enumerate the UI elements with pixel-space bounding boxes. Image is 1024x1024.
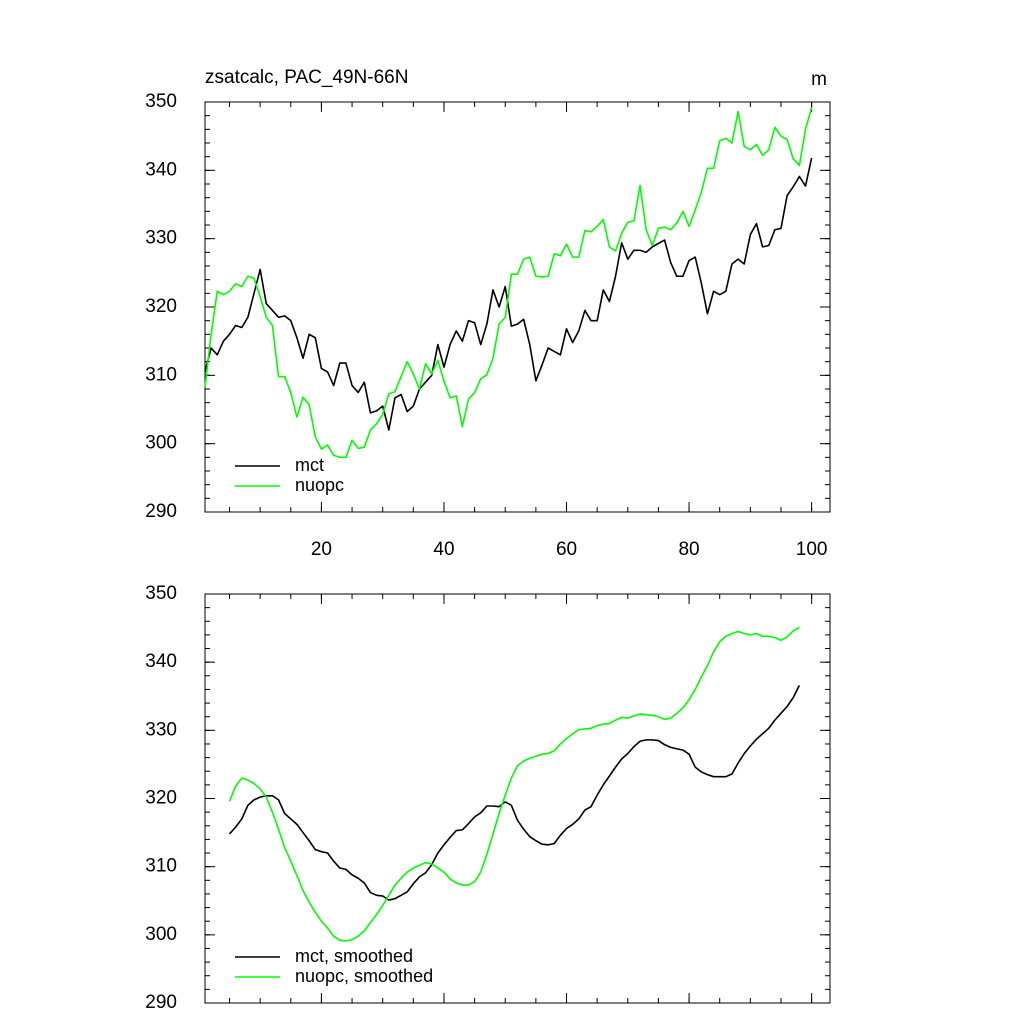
y-tick-label: 290 — [145, 992, 177, 1013]
x-tick-label: 100 — [796, 539, 828, 560]
y-tick-label: 340 — [145, 159, 177, 180]
chart-title: zsatcalc, PAC_49N-66N — [205, 67, 408, 88]
legend-label: nuopc, smoothed — [295, 966, 433, 986]
y-tick-label: 320 — [145, 296, 177, 317]
y-tick-label: 310 — [145, 856, 177, 877]
series-line — [204, 157, 813, 431]
y-tick-label: 320 — [145, 788, 177, 809]
y-tick-label: 300 — [145, 924, 177, 945]
y-tick-label: 330 — [145, 719, 177, 740]
y-tick-label: 310 — [145, 364, 177, 385]
y-tick-label: 290 — [145, 501, 177, 522]
y-tick-label: 300 — [145, 433, 177, 454]
x-tick-label: 80 — [678, 539, 699, 560]
x-tick-label: 40 — [433, 539, 454, 560]
y-tick-label: 340 — [145, 651, 177, 672]
x-tick-label: 60 — [556, 539, 577, 560]
series-line — [204, 107, 813, 459]
series-line — [228, 684, 801, 901]
x-tick-label: 20 — [311, 539, 332, 560]
legend-label: mct, smoothed — [295, 946, 413, 966]
plot-frame — [204, 593, 831, 1004]
legend-label: nuopc — [295, 475, 344, 495]
series-line — [228, 626, 800, 942]
y-tick-label: 330 — [145, 228, 177, 249]
plot-frame — [204, 101, 831, 513]
y-tick-label: 350 — [145, 583, 177, 604]
legend-label: mct — [295, 455, 324, 475]
y-tick-label: 350 — [145, 91, 177, 112]
units-label: m — [811, 69, 827, 90]
